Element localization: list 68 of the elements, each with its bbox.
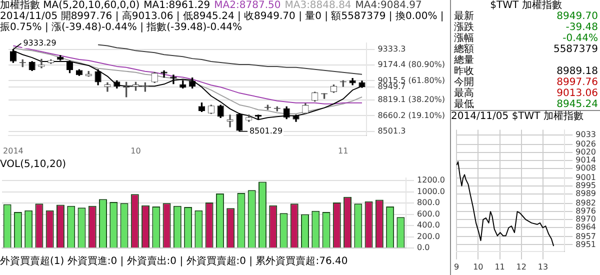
category-label: 漲幅 [454, 33, 474, 44]
text: -0.44% [562, 33, 598, 44]
category-label: 昨收 [454, 66, 474, 77]
y-tick-label: 9008 [576, 164, 596, 173]
text: 外資買賣超(1) 外資買進:0 | 外資賣出:0 | 外資買賣超:0 | 累外資買賣超:76.40 [0, 256, 349, 267]
x-tick-label: 11 [494, 262, 505, 272]
category-label: 今開 [454, 77, 474, 88]
y-tick-label: 8501.3 [378, 126, 406, 136]
x-tick-label: 13 [538, 262, 548, 272]
y-tick-label: 800.0 [417, 198, 440, 208]
x-tick-label: 10 [130, 146, 141, 156]
y-tick-label: 9033 [576, 130, 596, 140]
chart-title: 加權指數 MA(5,20,10,60,0,0) [0, 0, 140, 11]
x-tick-label: 12 [516, 262, 526, 272]
y-tick-label: 600.0 [417, 209, 440, 218]
y-tick-label: 8951 [576, 240, 596, 249]
y-tick-label: 8976 [576, 206, 596, 216]
text: 9013.06 [556, 88, 598, 99]
category-label: 最高 [454, 88, 474, 99]
text: 8989.18 [556, 66, 598, 77]
text: MA4:9084.97 [355, 0, 422, 11]
y-tick-label: 9001 [576, 172, 596, 182]
candlestick [226, 114, 234, 128]
text: $TWT 加權指數 [489, 0, 563, 11]
text: 8945.24 [556, 99, 598, 110]
y-tick-label: 8949.7 [378, 82, 406, 92]
y-tick-label: 8970 [576, 214, 596, 224]
candlestick [170, 74, 177, 84]
y-tick-label: 8957 [576, 232, 596, 241]
annotation: 9333.29 [23, 38, 56, 48]
text: 8949.70 [556, 11, 598, 22]
category-label: 總量 [454, 55, 474, 66]
text: MA1:8961.29 [144, 0, 210, 11]
y-tick-label: 8819.1 (38.20%) [378, 95, 445, 104]
category-label: 最新 [454, 11, 474, 22]
category-label: 最低 [454, 99, 474, 110]
x-tick-label: 10 [473, 262, 484, 272]
chart-title: VOL(5,10,20) [0, 159, 68, 170]
y-tick-label: 1200.0 [417, 176, 446, 185]
x-tick-label: 9 [454, 262, 460, 272]
y-tick-label: 400.0 [417, 220, 440, 230]
text: 8997.76 [556, 77, 598, 88]
y-tick-label: 9174.4 (80.90%) [378, 60, 445, 70]
text: -39.48 [566, 22, 598, 33]
x-tick-label: 11 [338, 146, 348, 156]
y-tick-label: 8989 [576, 189, 596, 198]
text: 5587379 [553, 44, 598, 55]
y-tick-label: 0.0 [417, 243, 430, 252]
x-tick-label: 2014 [3, 146, 24, 156]
y-tick-label: 9333.3 [378, 44, 406, 54]
y-tick-label: 8964 [576, 222, 596, 232]
y-tick-label: 9015.5 (61.80%) [378, 76, 445, 85]
text: MA2:8787.50 [214, 0, 281, 11]
y-tick-label: 8660.2 (19.10%) [378, 110, 445, 120]
category-label: 漲跌 [454, 22, 474, 33]
chart-subtitle: 2014/11/05 開8997.76 | 高9013.06 | 低8945.24 | 收8949.70 | 量0 | 額5587379 | 換0.00% | 振0.75% | 漲(-39.48)-0.44% | 指數(-39.48)-0.44% [0, 11, 444, 33]
y-tick-label: 8995 [576, 181, 596, 190]
text: MA3:8848.84 [284, 0, 352, 11]
candlestick [160, 70, 168, 78]
y-tick-label: 8982 [576, 198, 596, 208]
chart-title: 2014/11/05 $TWT 加權指數 [451, 110, 600, 122]
y-tick-label: 1000.0 [417, 186, 446, 196]
y-tick-label: 9014 [576, 156, 596, 165]
annotation: 8501.29 [249, 126, 283, 136]
y-tick-label: 9020 [576, 148, 596, 157]
y-tick-label: 200.0 [417, 232, 440, 241]
y-tick-label: 9026 [576, 140, 596, 149]
category-label: 總額 [454, 44, 474, 55]
